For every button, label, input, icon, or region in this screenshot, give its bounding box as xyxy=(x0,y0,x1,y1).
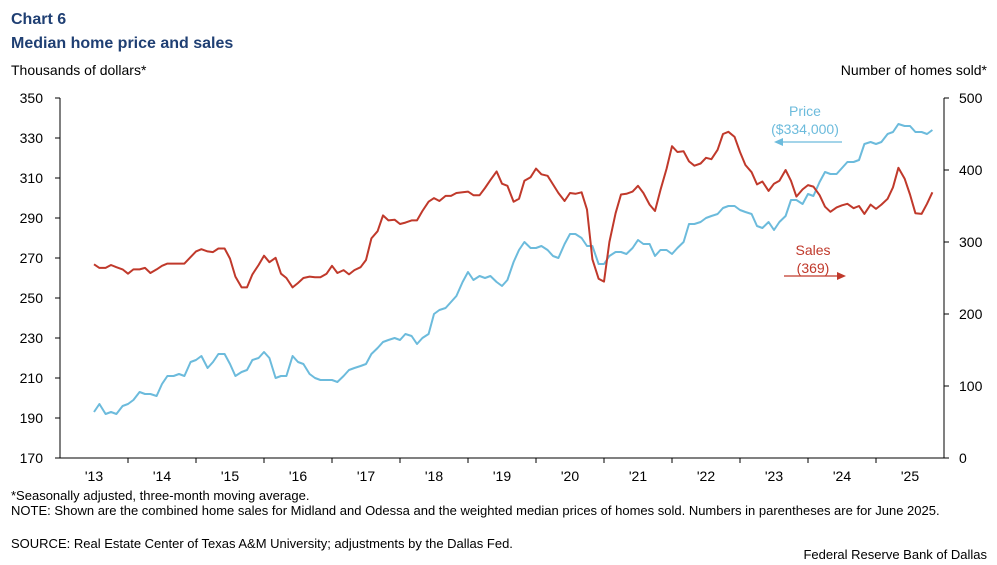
left-tick-label: 250 xyxy=(20,290,44,306)
left-tick-label: 290 xyxy=(20,210,44,226)
x-tick-label: '16 xyxy=(289,468,307,484)
right-tick-label: 200 xyxy=(959,306,983,322)
sales-annotation-label: Sales xyxy=(795,242,830,258)
left-tick-label: 310 xyxy=(20,170,44,186)
left-tick-label: 170 xyxy=(20,450,44,466)
right-tick-label: 100 xyxy=(959,378,983,394)
right-tick-label: 500 xyxy=(959,90,983,106)
sales-annotation-arrowhead xyxy=(837,272,846,280)
price-annotation-value: ($334,000) xyxy=(771,121,839,137)
left-tick-label: 230 xyxy=(20,330,44,346)
left-tick-label: 270 xyxy=(20,250,44,266)
left-axis-title: Thousands of dollars* xyxy=(11,62,147,78)
footnote-adjustment: *Seasonally adjusted, three-month moving… xyxy=(11,488,310,503)
right-tick-label: 400 xyxy=(959,162,983,178)
x-tick-label: '22 xyxy=(697,468,715,484)
left-tick-label: 190 xyxy=(20,410,44,426)
footnote-source: SOURCE: Real Estate Center of Texas A&M … xyxy=(11,536,513,551)
x-tick-label: '20 xyxy=(561,468,579,484)
left-tick-label: 350 xyxy=(20,90,44,106)
chart-title: Median home price and sales xyxy=(11,35,234,52)
price-annotation-arrowhead xyxy=(774,138,783,146)
right-tick-label: 300 xyxy=(959,234,983,250)
x-tick-label: '13 xyxy=(85,468,103,484)
sales-series-line xyxy=(93,130,934,289)
x-tick-label: '25 xyxy=(901,468,919,484)
x-tick-label: '23 xyxy=(765,468,783,484)
x-tick-label: '24 xyxy=(833,468,851,484)
x-tick-label: '19 xyxy=(493,468,511,484)
right-tick-label: 0 xyxy=(959,450,967,466)
x-tick-label: '15 xyxy=(221,468,239,484)
footnote-note: NOTE: Shown are the combined home sales … xyxy=(11,503,940,518)
x-tick-label: '17 xyxy=(357,468,375,484)
price-series-line xyxy=(93,123,933,415)
right-axis-title: Number of homes sold* xyxy=(840,62,987,78)
left-tick-label: 330 xyxy=(20,130,44,146)
x-tick-label: '14 xyxy=(153,468,171,484)
x-tick-label: '18 xyxy=(425,468,443,484)
sales-annotation-value: (369) xyxy=(797,260,830,276)
price-annotation-label: Price xyxy=(789,103,821,119)
x-tick-label: '21 xyxy=(629,468,647,484)
left-tick-label: 210 xyxy=(20,370,44,386)
chart-number: Chart 6 xyxy=(11,11,67,28)
credit-line: Federal Reserve Bank of Dallas xyxy=(803,547,987,562)
